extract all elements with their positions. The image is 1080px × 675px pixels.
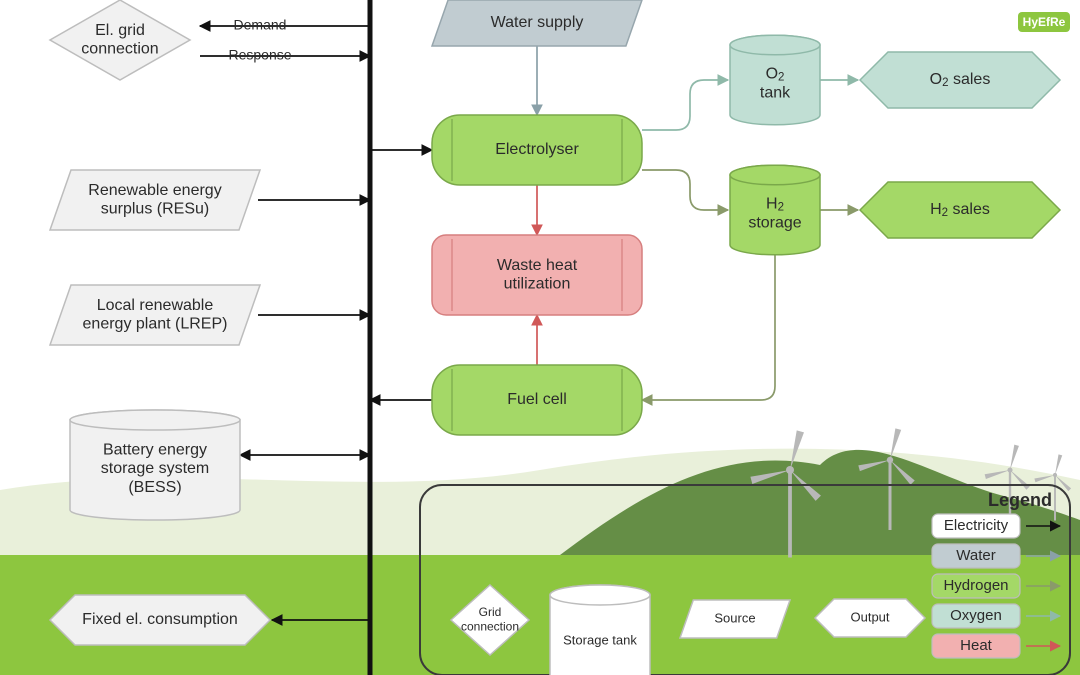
node-water: Water supply — [432, 0, 642, 46]
svg-text:Fixed el. consumption: Fixed el. consumption — [82, 611, 238, 628]
svg-text:connection: connection — [81, 41, 158, 58]
svg-text:Hydrogen: Hydrogen — [943, 577, 1008, 594]
svg-text:storage system: storage system — [101, 460, 209, 477]
node-waste_heat: Waste heat utilization — [432, 235, 642, 315]
svg-text:Battery energy: Battery energy — [103, 441, 207, 458]
svg-text:(BESS): (BESS) — [128, 479, 181, 496]
diagram-svg: Legend Electricity Water Hydrogen Oxygen Heat… — [0, 0, 1080, 675]
svg-text:Electrolyser: Electrolyser — [495, 141, 579, 158]
svg-text:Electricity: Electricity — [944, 517, 1009, 534]
svg-text:surplus (RESu): surplus (RESu) — [101, 201, 209, 218]
brand-badge: HyEfRe — [1018, 12, 1070, 32]
node-resu: Renewable energy surplus (RESu) — [50, 170, 260, 230]
svg-text:Grid: Grid — [479, 605, 502, 619]
svg-text:H2 sales: H2 sales — [930, 201, 990, 219]
svg-text:Legend: Legend — [988, 490, 1052, 510]
svg-text:Water supply: Water supply — [491, 14, 584, 31]
bus-label-demand: Demand — [234, 17, 287, 33]
svg-text:Output: Output — [850, 609, 889, 624]
svg-text:Water: Water — [956, 547, 995, 564]
node-grid_conn: El. grid connection — [50, 0, 190, 80]
node-lrep: Local renewable energy plant (LREP) — [50, 285, 260, 345]
svg-text:Heat: Heat — [960, 637, 993, 654]
node-o2_tank: O2tank — [730, 35, 820, 125]
node-fixed: Fixed el. consumption — [50, 595, 270, 645]
node-h2_sales: H2 sales — [860, 182, 1060, 238]
svg-text:Source: Source — [714, 610, 755, 625]
svg-text:Oxygen: Oxygen — [950, 607, 1002, 624]
node-bess: Battery energy storage system (BESS) — [70, 410, 240, 520]
node-fuel_cell: Fuel cell — [432, 365, 642, 435]
svg-text:Local renewable: Local renewable — [97, 297, 214, 314]
svg-text:HyEfRe: HyEfRe — [1023, 15, 1066, 29]
node-electrolyser: Electrolyser — [432, 115, 642, 185]
svg-text:energy plant (LREP): energy plant (LREP) — [83, 316, 228, 333]
svg-text:connection: connection — [461, 619, 519, 633]
svg-text:O2 sales: O2 sales — [930, 71, 991, 89]
node-h2_storage: H2storage — [730, 165, 820, 255]
svg-text:Storage tank: Storage tank — [563, 632, 637, 647]
svg-text:tank: tank — [760, 85, 791, 102]
svg-text:storage: storage — [748, 215, 801, 232]
svg-text:utilization: utilization — [504, 276, 571, 293]
diagram-root: Legend Electricity Water Hydrogen Oxygen Heat… — [0, 0, 1080, 675]
node-o2_sales: O2 sales — [860, 52, 1060, 108]
svg-text:Renewable energy: Renewable energy — [88, 182, 221, 199]
svg-text:El. grid: El. grid — [95, 22, 145, 39]
svg-text:Waste heat: Waste heat — [497, 257, 578, 274]
bus-label-response: Response — [228, 47, 291, 63]
svg-text:Fuel cell: Fuel cell — [507, 391, 567, 408]
